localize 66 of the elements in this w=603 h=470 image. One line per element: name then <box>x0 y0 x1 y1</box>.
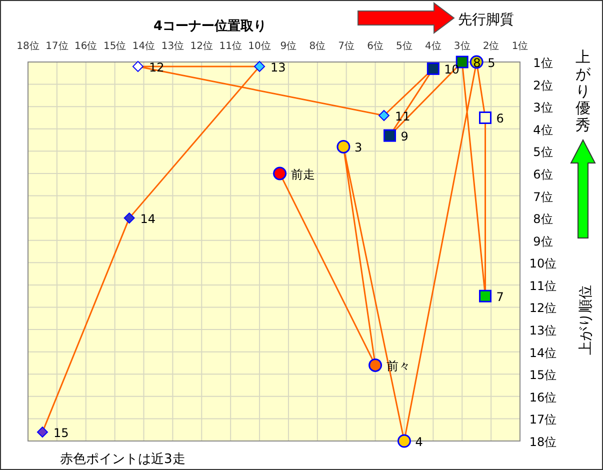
y-tick-label: 16位 <box>529 390 557 404</box>
y-tick-label: 1位 <box>533 56 553 70</box>
x-tick-label: 10位 <box>248 40 271 52</box>
x-tick-label: 5位 <box>396 40 412 52</box>
y-tick-label: 15位 <box>529 368 557 382</box>
annotation: 12 <box>148 60 164 74</box>
y-tick-label: 17位 <box>529 412 557 427</box>
annotation: 3 <box>354 140 362 155</box>
y-tick-label: 8位 <box>533 212 553 226</box>
point <box>124 212 135 224</box>
point <box>273 166 287 180</box>
annotation: 5 <box>488 56 496 70</box>
annotation: 13 <box>270 60 286 74</box>
x-tick-label: 2位 <box>482 40 500 52</box>
y-tick-label: 12位 <box>529 301 557 316</box>
x-tick-label: 15位 <box>103 40 126 52</box>
x-tick-label: 14位 <box>132 40 156 52</box>
y-tick-label: 4位 <box>533 122 553 137</box>
text: 赤色ポイントは近3走 <box>60 452 186 467</box>
y-tick-label: 2位 <box>533 78 553 92</box>
x-tick-label: 18位 <box>16 40 40 52</box>
point <box>368 358 382 372</box>
point <box>378 110 390 122</box>
y-tick-label: 6位 <box>533 167 553 182</box>
annotation: 14 <box>140 212 156 226</box>
text: 先行脚質 <box>458 12 514 28</box>
x-tick-label: 12位 <box>190 40 214 52</box>
point <box>479 290 492 302</box>
y-tick-label: 14位 <box>529 346 557 360</box>
y-tick-label: 10位 <box>529 256 557 271</box>
annotation: 前走 <box>290 167 315 182</box>
point <box>479 111 492 124</box>
y-tick-label: 13位 <box>529 324 557 338</box>
annotation: 6 <box>496 112 504 126</box>
x-tick-label: 1位 <box>512 40 528 52</box>
y-tick-label: 3位 <box>533 100 553 115</box>
x-tick-label: 8位 <box>309 40 326 52</box>
y-tick-label: 5位 <box>533 145 553 160</box>
chart-title: 4コーナー位置取り <box>153 19 267 34</box>
x-tick-label: 13位 <box>161 40 184 52</box>
point <box>254 60 266 72</box>
point <box>397 434 411 448</box>
x-tick-label: 9位 <box>280 40 297 52</box>
x-tick-label: 16位 <box>74 40 98 52</box>
annotation: 9 <box>400 130 408 144</box>
text: 上がり優秀 <box>576 48 592 134</box>
x-tick-label: 11位 <box>219 40 242 52</box>
x-tick-label: 6位 <box>367 40 384 52</box>
point <box>36 426 48 438</box>
y-axis-title: 上がり順位 <box>578 285 594 355</box>
x-tick-label: 4位 <box>424 40 442 52</box>
point <box>426 62 440 75</box>
annotation: 15 <box>53 426 69 440</box>
annotation: 4 <box>415 435 423 449</box>
annotation: 8 <box>473 56 481 70</box>
y-tick-label: 9位 <box>533 234 553 248</box>
point <box>384 129 396 142</box>
y-tick-label: 11位 <box>529 278 557 293</box>
x-tick-label: 3位 <box>454 40 470 52</box>
point <box>336 140 350 154</box>
x-tick-label: 7位 <box>338 40 355 52</box>
x-tick-label: 17位 <box>46 40 68 52</box>
y-tick-label: 18位 <box>529 435 557 449</box>
y-tick-label: 7位 <box>533 190 553 204</box>
annotation: 7 <box>496 290 504 304</box>
point <box>132 60 144 72</box>
